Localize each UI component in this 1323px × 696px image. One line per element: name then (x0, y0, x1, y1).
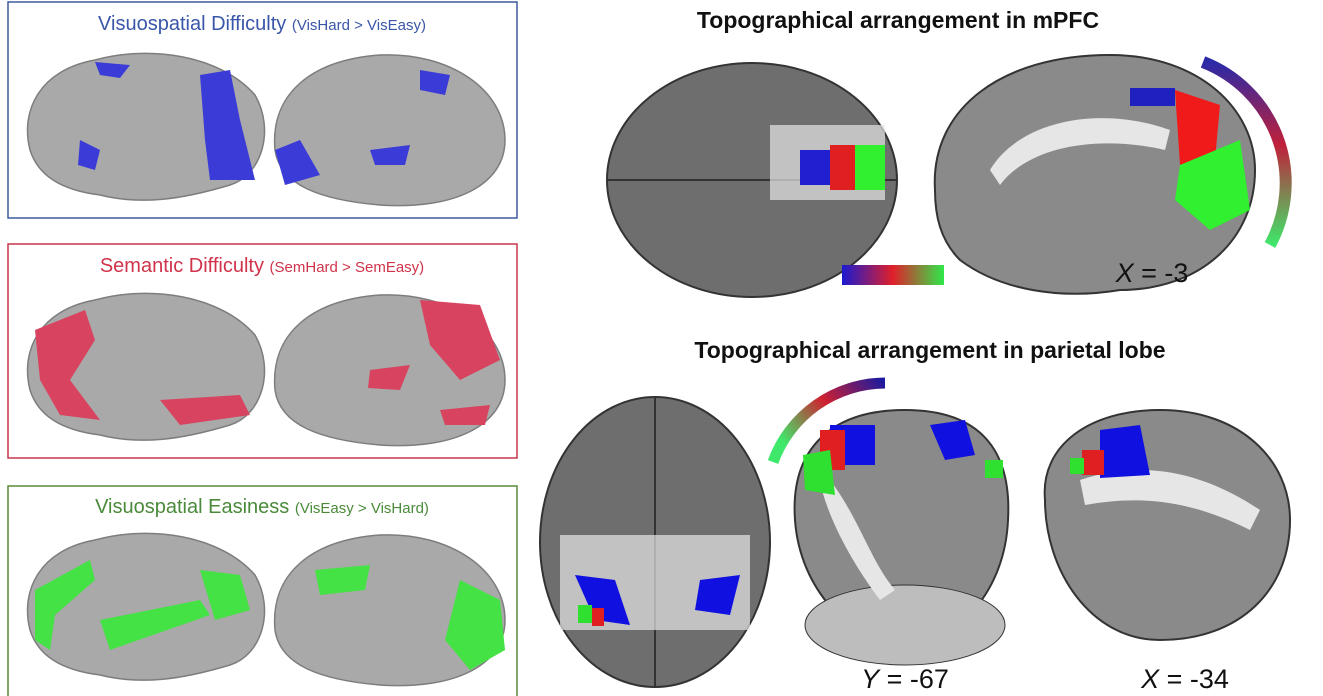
slice-label: Y = -67 (861, 664, 949, 694)
panel-title: Visuospatial Easiness (VisEasy > VisHard… (95, 496, 429, 518)
blob (578, 605, 592, 623)
sagittal-slice (1045, 410, 1290, 640)
panel-contrast: (VisHard > VisEasy) (292, 17, 426, 34)
slice-value: = -3 (1141, 258, 1188, 288)
blob (800, 150, 830, 185)
blob (1130, 88, 1175, 106)
panel-title-main: Semantic Difficulty (100, 255, 264, 277)
blob (1082, 450, 1104, 475)
panel-title: Visuospatial Difficulty (VisHard > VisEa… (98, 13, 426, 35)
brain-medial (275, 55, 505, 206)
blob (985, 460, 1003, 478)
section-title: Topographical arrangement in parietal lo… (694, 337, 1165, 363)
panel-title-main: Visuospatial Easiness (95, 496, 289, 518)
page: Figure {"panels": [ {"title": "Visuospat… (0, 0, 1323, 696)
slice-value: = -67 (887, 664, 949, 694)
blob (855, 145, 885, 190)
figure: Visuospatial Difficulty (VisHard > VisEa… (0, 0, 1323, 696)
cerebellum (805, 585, 1005, 665)
panel-contrast: (SemHard > SemEasy) (270, 259, 425, 276)
section-title: Topographical arrangement in mPFC (697, 7, 1099, 33)
body: Visuospatial Difficulty (VisHard > VisEa… (0, 0, 1323, 696)
panel-contrast: (VisEasy > VisHard) (295, 500, 429, 517)
slice-label: X = -34 (1140, 664, 1229, 694)
slice-value: = -34 (1167, 664, 1229, 694)
color-bar (842, 265, 944, 285)
slice-axis: X (1115, 258, 1135, 288)
blob (803, 450, 835, 495)
panel-title: Semantic Difficulty (SemHard > SemEasy) (100, 255, 424, 277)
slice-axis: X (1140, 664, 1160, 694)
blob (830, 145, 855, 190)
panel-title-main: Visuospatial Difficulty (98, 13, 286, 35)
slice-label: X = -3 (1115, 258, 1189, 288)
blob (1070, 458, 1084, 474)
blob (592, 608, 604, 626)
slice-axis: Y (861, 664, 881, 694)
